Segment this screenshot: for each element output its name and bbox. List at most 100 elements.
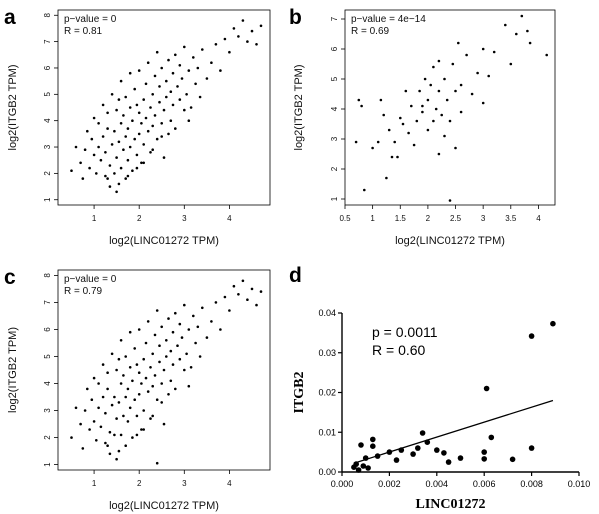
data-point <box>151 93 154 96</box>
data-point <box>158 100 161 104</box>
data-point <box>198 95 202 99</box>
data-point <box>126 158 130 162</box>
data-point <box>504 23 507 27</box>
data-point <box>158 85 161 88</box>
data-point <box>124 135 127 138</box>
data-point <box>457 455 464 461</box>
data-point <box>171 363 175 366</box>
data-point <box>357 98 361 102</box>
y-axis-title: ITGB2 <box>292 371 307 413</box>
x-axis-title: log2(LINC01272 TPM) <box>109 235 219 247</box>
data-point <box>241 19 245 22</box>
data-point <box>115 368 118 372</box>
data-point <box>481 456 488 462</box>
data-point <box>476 71 479 75</box>
data-point <box>86 129 89 133</box>
stat-annotation: p−value = 4e−14 <box>351 14 426 25</box>
x-tick-label: 1 <box>92 214 97 223</box>
x-tick-label: 0.010 <box>568 479 591 489</box>
y-tick-label: 7 <box>330 16 339 21</box>
data-point <box>135 363 139 366</box>
data-point <box>126 127 130 130</box>
panel-letter: b <box>289 6 302 29</box>
data-point <box>151 352 154 356</box>
data-point <box>119 339 123 342</box>
data-point <box>131 169 134 172</box>
data-point <box>165 95 168 99</box>
data-point <box>146 390 150 393</box>
plot-frame <box>57 9 271 206</box>
panel-letter: d <box>289 264 302 287</box>
y-tick-label: 6 <box>43 327 52 332</box>
data-point <box>434 447 440 453</box>
data-point <box>133 137 136 141</box>
data-point <box>459 110 463 114</box>
data-point <box>133 87 136 91</box>
data-point <box>183 368 186 372</box>
data-point <box>437 59 441 63</box>
data-point <box>108 164 112 167</box>
data-point <box>259 24 263 28</box>
data-point <box>355 467 362 473</box>
data-point <box>151 148 154 151</box>
data-point <box>146 320 150 323</box>
data-point <box>119 122 123 125</box>
stat-annotation: R = 0.60 <box>372 342 426 358</box>
y-tick-label: 6 <box>330 46 339 51</box>
data-point <box>149 417 152 420</box>
data-point <box>137 69 141 72</box>
data-point <box>214 301 218 304</box>
x-axis-title: log2(LINC01272 TPM) <box>395 235 505 247</box>
x-tick-label: 2 <box>137 214 142 223</box>
x-tick-label: 3 <box>182 479 187 488</box>
data-point <box>246 40 249 43</box>
data-point <box>104 151 107 154</box>
data-point <box>122 148 125 151</box>
data-point <box>90 398 94 402</box>
data-point <box>441 450 447 456</box>
data-point <box>169 119 173 122</box>
data-point <box>135 166 139 170</box>
x-tick-label: 0.004 <box>426 479 449 489</box>
x-tick-label: 4 <box>227 479 232 488</box>
data-point <box>418 89 421 93</box>
data-point <box>97 145 100 149</box>
data-point <box>124 177 127 180</box>
data-point <box>419 430 426 436</box>
data-point <box>117 140 121 144</box>
x-tick-label: 0.006 <box>473 479 496 489</box>
data-point <box>259 290 263 293</box>
data-point <box>151 124 154 128</box>
data-point <box>92 420 96 423</box>
data-point <box>187 328 191 331</box>
data-point <box>437 152 441 156</box>
data-point <box>443 77 446 81</box>
data-point <box>228 309 231 312</box>
data-point <box>81 447 85 450</box>
data-point <box>115 108 118 112</box>
data-point <box>176 85 179 88</box>
data-point <box>153 333 157 337</box>
data-point <box>74 406 78 410</box>
y-tick-label: 7 <box>43 39 52 44</box>
x-tick-label: 3 <box>481 214 486 223</box>
data-point <box>92 116 96 120</box>
data-point <box>153 114 157 117</box>
data-point <box>415 445 421 451</box>
data-point <box>124 95 127 99</box>
data-point <box>228 50 231 54</box>
data-point <box>106 444 109 448</box>
stat-annotation: p−value = 0 <box>64 274 117 285</box>
data-point <box>362 455 369 461</box>
data-point <box>106 177 109 180</box>
x-tick-label: 1.5 <box>395 214 407 223</box>
data-point <box>160 401 163 404</box>
data-point <box>101 363 105 366</box>
data-point <box>393 457 400 463</box>
data-point <box>110 143 114 146</box>
data-point <box>185 93 188 96</box>
data-point <box>113 395 116 399</box>
data-point <box>171 103 175 107</box>
data-point <box>126 387 130 391</box>
